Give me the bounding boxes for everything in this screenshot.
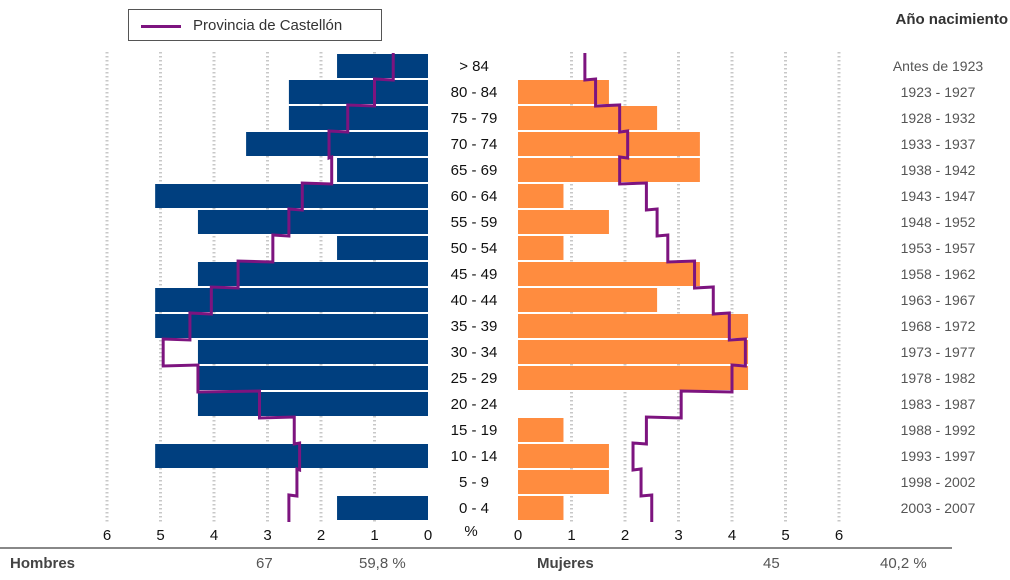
age-group-label: 30 - 34 <box>451 344 498 361</box>
bar-right <box>518 340 749 364</box>
legend-swatch-line <box>141 25 181 28</box>
bar-right <box>518 366 749 390</box>
bar-right <box>518 236 564 260</box>
birth-year-label: Antes de 1923 <box>893 58 984 74</box>
age-group-label: 50 - 54 <box>451 240 498 257</box>
x-tick-label-right: 0 <box>514 527 522 544</box>
bar-right <box>518 106 658 130</box>
birth-year-label: 1968 - 1972 <box>901 318 976 334</box>
age-group-label: 70 - 74 <box>451 136 498 153</box>
bar-right <box>518 470 609 494</box>
x-tick-label-right: 6 <box>835 527 843 544</box>
men-count: 67 <box>256 555 273 572</box>
reference-line-left <box>161 53 395 522</box>
birth-year-label: 1998 - 2002 <box>901 474 976 490</box>
age-group-label: 60 - 64 <box>451 188 498 205</box>
age-group-label: 5 - 9 <box>459 474 489 491</box>
age-group-label: > 84 <box>459 58 489 75</box>
women-percent: 40,2 % <box>880 555 927 572</box>
x-tick-label-right: 3 <box>674 527 682 544</box>
bar-right <box>518 496 564 520</box>
bar-right <box>518 314 749 338</box>
age-group-label: 75 - 79 <box>451 110 498 127</box>
age-group-label: 65 - 69 <box>451 162 498 179</box>
bar-left <box>155 184 428 208</box>
bar-left <box>197 392 428 416</box>
age-group-label: 20 - 24 <box>451 396 498 413</box>
bar-left <box>288 106 428 130</box>
bar-right <box>518 262 700 286</box>
x-tick-label-right: 4 <box>728 527 736 544</box>
bar-left <box>246 132 428 156</box>
bar-left <box>337 54 428 78</box>
x-tick-label-right: 1 <box>567 527 575 544</box>
bar-left <box>197 340 428 364</box>
bar-left <box>197 210 428 234</box>
women-label: Mujeres <box>537 555 594 572</box>
birth-year-label: 1923 - 1927 <box>901 84 976 100</box>
bar-right <box>518 132 700 156</box>
bar-right <box>518 418 564 442</box>
men-percent: 59,8 % <box>359 555 406 572</box>
x-tick-label-right: 2 <box>621 527 629 544</box>
reference-line-right <box>583 53 747 522</box>
x-tick-label-left: 0 <box>424 527 432 544</box>
birth-year-label: 1958 - 1962 <box>901 266 976 282</box>
age-group-label: 40 - 44 <box>451 292 498 309</box>
x-tick-label-left: 2 <box>317 527 325 544</box>
birth-year-label: 1948 - 1952 <box>901 214 976 230</box>
bar-right <box>518 210 609 234</box>
x-tick-label-right: 5 <box>781 527 789 544</box>
age-group-label: 45 - 49 <box>451 266 498 283</box>
birth-year-label: 1978 - 1982 <box>901 370 976 386</box>
bar-left <box>155 288 428 312</box>
birth-year-title: Año nacimiento <box>895 11 1008 28</box>
x-tick-label-left: 3 <box>263 527 271 544</box>
birth-year-label: 1943 - 1947 <box>901 188 976 204</box>
x-tick-label-left: 1 <box>370 527 378 544</box>
birth-year-label: 1933 - 1937 <box>901 136 976 152</box>
age-group-label: 10 - 14 <box>451 448 498 465</box>
bottom-divider <box>0 547 952 549</box>
birth-year-label: 1973 - 1977 <box>901 344 976 360</box>
bar-left <box>337 158 428 182</box>
legend-label: Provincia de Castellón <box>193 17 343 34</box>
bar-right <box>518 184 564 208</box>
age-group-label: 25 - 29 <box>451 370 498 387</box>
bar-right <box>518 444 609 468</box>
age-group-label: 35 - 39 <box>451 318 498 335</box>
legend: Provincia de Castellón <box>128 9 382 41</box>
bar-left <box>155 444 428 468</box>
age-group-label: 55 - 59 <box>451 214 498 231</box>
bar-right <box>518 158 700 182</box>
bar-right <box>518 80 609 104</box>
x-tick-label-left: 6 <box>103 527 111 544</box>
bar-right <box>518 288 658 312</box>
bar-left <box>197 262 428 286</box>
birth-year-label: 1928 - 1932 <box>901 110 976 126</box>
birth-year-label: 2003 - 2007 <box>901 500 976 516</box>
bar-left <box>197 366 428 390</box>
birth-year-label: 1993 - 1997 <box>901 448 976 464</box>
birth-year-label: 1988 - 1992 <box>901 422 976 438</box>
bar-left <box>337 496 428 520</box>
birth-year-label: 1953 - 1957 <box>901 240 976 256</box>
age-group-label: 0 - 4 <box>459 500 489 517</box>
birth-year-label: 1983 - 1987 <box>901 396 976 412</box>
bar-left <box>288 80 428 104</box>
birth-year-label: 1963 - 1967 <box>901 292 976 308</box>
birth-year-label: 1938 - 1942 <box>901 162 976 178</box>
age-group-label: 15 - 19 <box>451 422 498 439</box>
x-tick-label-left: 5 <box>156 527 164 544</box>
age-group-label: 80 - 84 <box>451 84 498 101</box>
axis-unit-label: % <box>464 523 477 540</box>
x-tick-label-left: 4 <box>210 527 218 544</box>
men-label: Hombres <box>10 555 76 572</box>
bar-left <box>337 236 428 260</box>
women-count: 45 <box>763 555 780 572</box>
bar-left <box>155 314 428 338</box>
